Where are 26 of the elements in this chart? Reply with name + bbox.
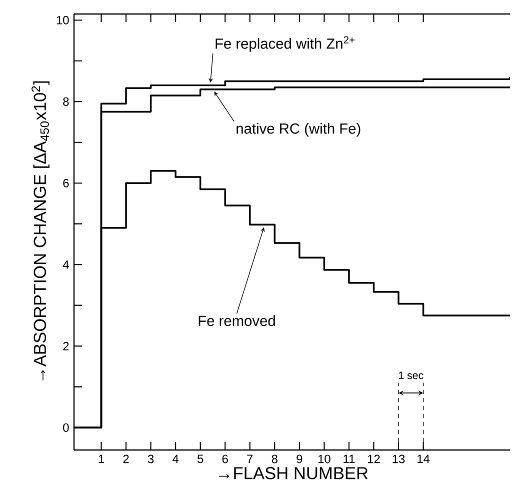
y-tick-label: 6 — [63, 178, 69, 188]
x-tick-label: 9 — [296, 454, 302, 464]
y-tick-label: 10 — [56, 16, 69, 24]
annotation: native RC (with Fe) — [236, 122, 360, 137]
x-tick-label: 13 — [392, 454, 405, 464]
y-tick-label: 8 — [63, 97, 69, 106]
x-tick-label: 10 — [318, 454, 330, 464]
x-tick-label: 11 — [344, 454, 355, 463]
x-tick-label: 1 — [98, 454, 104, 463]
x-tick-label: 8 — [272, 454, 278, 464]
x-tick-label: 3 — [148, 454, 154, 464]
x-tick-label: 12 — [368, 454, 380, 464]
y-axis-title: →ABSORPTION CHANGE [ΔA$_{450}$x10$^{2}$] — [32, 81, 50, 380]
x-tick-label: 14 — [418, 454, 430, 463]
x-tick-label: 4 — [172, 454, 179, 463]
x-axis-title: →FLASH NUMBER — [218, 467, 368, 480]
x-tick-label: 5 — [197, 454, 204, 464]
annotation: Fe replaced with Zn$^{2+}$ — [216, 36, 355, 52]
y-tick-label: 4 — [62, 260, 69, 269]
y-tick-label: 2 — [63, 342, 69, 350]
x-tick-label: 7 — [247, 454, 253, 463]
annotation: Fe removed — [198, 315, 275, 326]
x-tick-label: 6 — [222, 454, 228, 464]
y-tick-label: 0 — [63, 423, 69, 432]
x-tick-label: 2 — [123, 454, 129, 464]
annotation: 1 sec — [398, 372, 424, 380]
